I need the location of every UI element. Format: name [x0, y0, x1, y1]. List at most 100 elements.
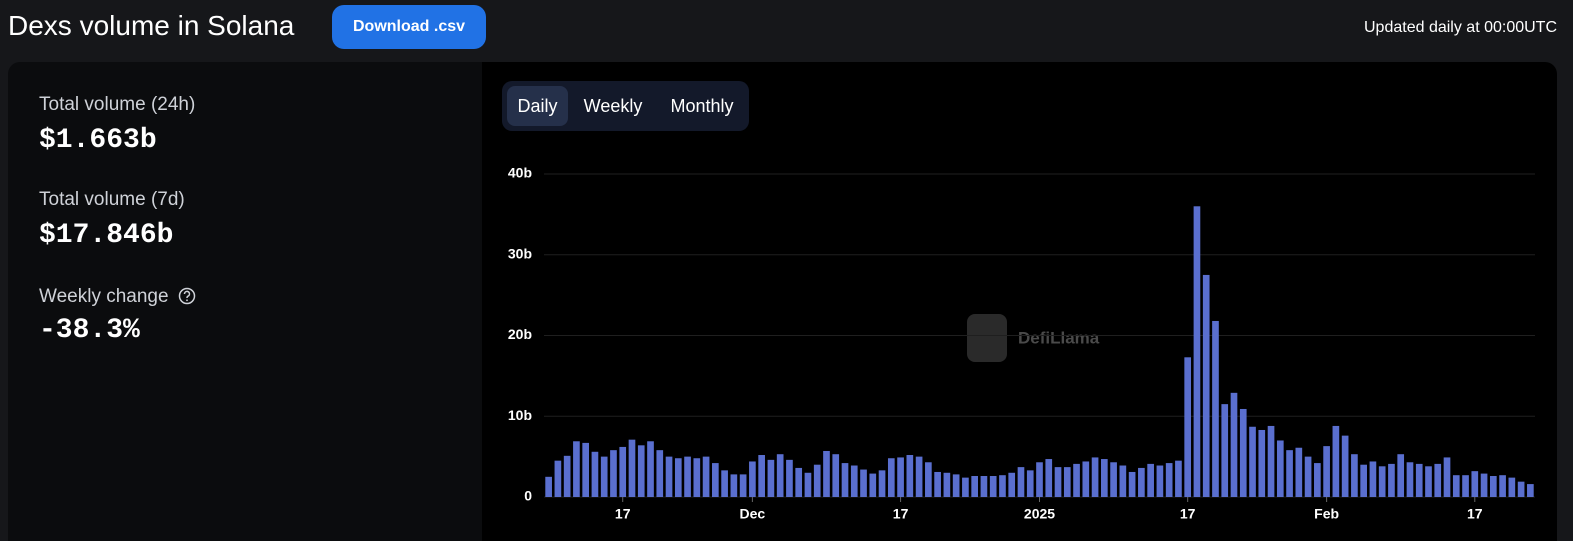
bar	[1517, 481, 1525, 497]
bar	[656, 450, 664, 497]
bar	[878, 470, 886, 497]
bar	[684, 456, 691, 497]
tab[interactable]: Weekly	[583, 95, 643, 116]
bar	[1360, 464, 1367, 497]
bar	[971, 476, 979, 497]
bar	[1480, 473, 1488, 497]
bar	[1184, 357, 1192, 497]
bar	[1406, 462, 1414, 497]
bar	[1489, 476, 1497, 497]
bar	[1100, 459, 1108, 497]
stat-value: $1.663b	[39, 125, 157, 156]
bar	[1110, 462, 1117, 497]
stat-label: Weekly change	[39, 284, 196, 308]
bar	[850, 465, 858, 497]
bar	[693, 458, 701, 497]
update-note: Updated daily at 00:00UTC	[1364, 19, 1557, 36]
bar	[869, 473, 877, 497]
bar	[823, 450, 830, 497]
help-icon[interactable]	[178, 287, 196, 305]
y-tick-label: 10b	[508, 407, 532, 423]
bar	[619, 446, 627, 497]
x-tick-label: 17	[1180, 506, 1196, 522]
bar	[813, 464, 821, 497]
bar	[795, 467, 803, 497]
bar	[582, 442, 590, 497]
bar	[1323, 446, 1330, 497]
bar	[1425, 466, 1432, 497]
bar	[906, 455, 914, 497]
bar	[1258, 429, 1266, 497]
bar	[610, 450, 617, 497]
bar	[1378, 466, 1386, 497]
bar	[1230, 392, 1238, 497]
bar	[712, 463, 719, 497]
bar	[1128, 471, 1136, 497]
stats-panel: Total volume (24h) $1.663b Total volume …	[8, 62, 482, 541]
x-tick-label: 17	[1467, 506, 1483, 522]
page-title: Dexs volume in Solana	[8, 10, 295, 41]
y-tick-label: 30b	[508, 245, 532, 261]
bar	[887, 458, 895, 497]
bar	[758, 455, 765, 497]
bar	[674, 458, 682, 497]
stat-value: $17.846b	[39, 220, 174, 251]
bar	[749, 461, 756, 497]
bar	[1091, 457, 1099, 497]
bar	[1369, 461, 1377, 497]
bar	[925, 462, 932, 497]
bar	[767, 459, 775, 497]
bar	[1332, 425, 1340, 497]
bar	[832, 454, 840, 497]
bar	[1073, 463, 1080, 497]
bar	[1119, 465, 1127, 497]
bar	[730, 474, 738, 497]
x-tick-label: Dec	[740, 506, 766, 522]
bar	[915, 456, 923, 497]
bar	[1156, 465, 1164, 497]
bar	[776, 454, 784, 497]
stat-label: Total volume (24h)	[39, 94, 196, 115]
bar	[1499, 475, 1506, 497]
bar	[1388, 463, 1395, 497]
bar	[1351, 454, 1358, 497]
bar	[1295, 447, 1303, 497]
bar	[952, 474, 960, 497]
watermark: DefiLlama	[1018, 328, 1100, 347]
bar	[1008, 472, 1016, 497]
bar	[1527, 484, 1534, 497]
x-tick-label: 2025	[1024, 506, 1055, 522]
bar	[1175, 460, 1182, 497]
x-tick-label: 17	[893, 506, 909, 522]
bar	[1508, 477, 1516, 497]
bar	[804, 472, 812, 497]
bar	[665, 456, 673, 497]
bar	[1239, 408, 1247, 497]
bar	[1397, 454, 1405, 497]
bar	[721, 470, 728, 497]
bar	[1462, 475, 1469, 497]
bar	[1304, 456, 1312, 497]
y-tick-label: 40b	[508, 165, 532, 181]
stat-value: -38.3%	[39, 315, 140, 346]
bar	[1212, 320, 1219, 497]
y-tick-label: 0	[524, 488, 532, 504]
x-tick-label: Feb	[1314, 506, 1339, 522]
bar	[962, 477, 969, 497]
y-tick-label: 20b	[508, 326, 532, 342]
bar	[786, 459, 793, 497]
bar	[637, 445, 645, 497]
bar	[1286, 450, 1293, 497]
bar	[1082, 461, 1090, 497]
tab[interactable]: Daily	[507, 86, 568, 126]
bar	[573, 441, 580, 497]
bar	[554, 460, 562, 497]
bar	[702, 456, 710, 497]
bar	[591, 451, 599, 497]
bar	[1276, 440, 1284, 497]
tab[interactable]: Monthly	[670, 95, 734, 116]
download-button[interactable]: Download .csv	[332, 5, 486, 49]
bar	[628, 439, 636, 497]
bar	[1054, 467, 1062, 497]
